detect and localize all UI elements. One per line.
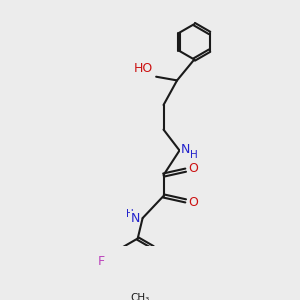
Text: N: N: [130, 212, 140, 225]
Text: H: H: [126, 209, 134, 219]
Text: H: H: [190, 150, 198, 160]
Text: N: N: [181, 143, 190, 157]
Text: O: O: [189, 196, 199, 208]
Text: F: F: [98, 255, 105, 268]
Text: CH₃: CH₃: [130, 293, 150, 300]
Text: O: O: [189, 162, 199, 176]
Text: HO: HO: [134, 62, 153, 75]
